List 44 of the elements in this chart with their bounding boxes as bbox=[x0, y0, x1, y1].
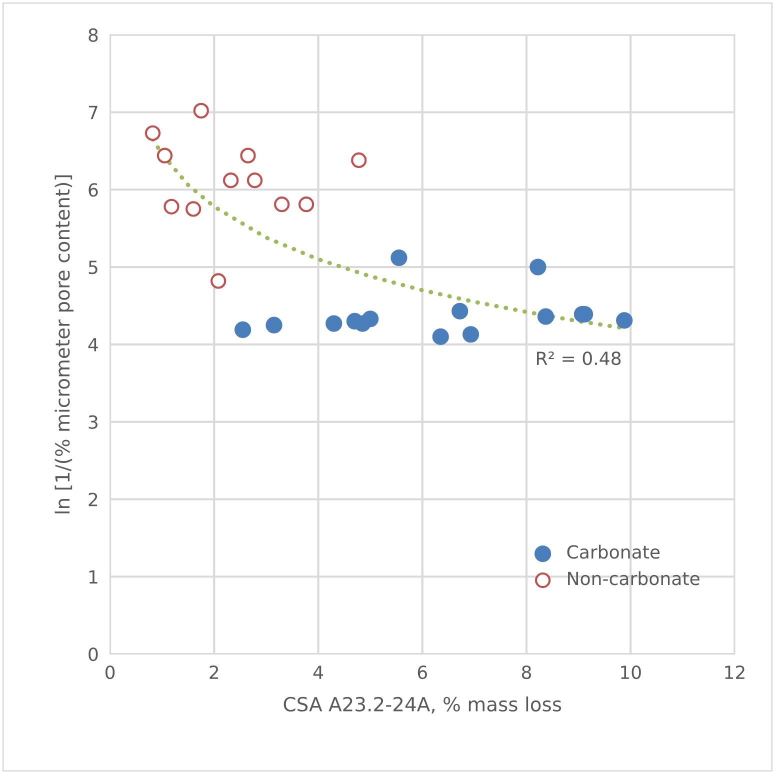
point bbox=[351, 152, 367, 168]
y-tick-label: 2 bbox=[88, 492, 98, 506]
y-tick-label: 7 bbox=[88, 106, 98, 120]
y-tick-label: 3 bbox=[88, 415, 98, 429]
point bbox=[246, 172, 263, 188]
point bbox=[156, 148, 173, 164]
x-tick-label: 6 bbox=[418, 665, 427, 680]
x-tick-label: 4 bbox=[313, 666, 323, 679]
x-tick-label: 12 bbox=[725, 665, 744, 679]
annotation: R² = 0.48 bbox=[537, 351, 621, 366]
point bbox=[462, 326, 480, 343]
point bbox=[390, 249, 408, 266]
point bbox=[193, 102, 209, 118]
point bbox=[234, 321, 252, 338]
point bbox=[432, 328, 449, 345]
point bbox=[223, 172, 239, 188]
point bbox=[266, 316, 282, 334]
y-tick-label: 0 bbox=[88, 647, 98, 662]
point bbox=[144, 125, 161, 141]
legend-label: Non-carbonate bbox=[568, 571, 700, 586]
x-axis-title: CSA A23.2-24A, % mass loss bbox=[284, 696, 562, 714]
point bbox=[537, 308, 554, 325]
point bbox=[240, 148, 256, 164]
legend-label: Carbonate bbox=[567, 544, 660, 559]
y-tick-label: 6 bbox=[88, 183, 98, 197]
point bbox=[210, 273, 226, 289]
point bbox=[452, 302, 468, 320]
point bbox=[298, 196, 314, 212]
point bbox=[186, 201, 202, 217]
x-tick-label: 0 bbox=[105, 665, 115, 680]
point bbox=[326, 315, 342, 332]
point bbox=[530, 258, 546, 276]
point bbox=[616, 312, 633, 329]
x-tick-label: 10 bbox=[621, 665, 641, 680]
point bbox=[274, 196, 290, 212]
y-tick-label: 8 bbox=[88, 28, 98, 42]
x-tick-label: 2 bbox=[210, 665, 218, 679]
y-tick-label: 4 bbox=[88, 338, 98, 352]
y-axis-title: ln [1/(% micrometer pore content)] bbox=[54, 175, 74, 514]
point bbox=[362, 310, 379, 328]
point bbox=[164, 198, 180, 214]
y-tick-label: 1 bbox=[89, 570, 98, 584]
x-tick-label: 8 bbox=[522, 665, 531, 680]
y-tick-label: 5 bbox=[88, 260, 98, 274]
